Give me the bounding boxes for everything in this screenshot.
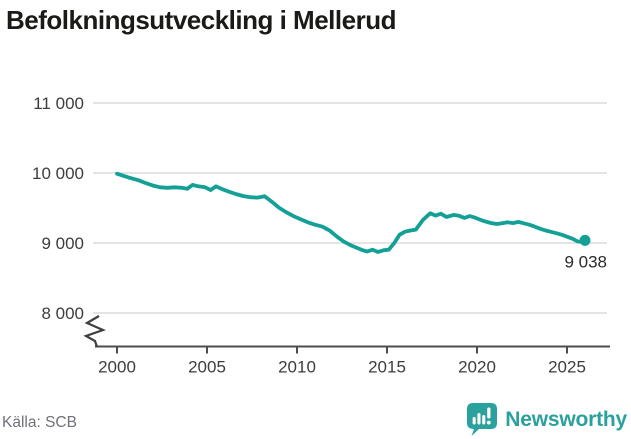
chart-title: Befolkningsutveckling i Mellerud [6,5,396,35]
x-axis-tick-label: 2010 [278,358,316,377]
x-axis-tick-label: 2000 [98,358,136,377]
y-axis-tick-label: 11 000 [33,94,84,113]
end-value-label: 9 038 [564,252,607,271]
source-label: Källa: SCB [2,414,77,431]
y-axis-tick-label: 10 000 [32,164,84,183]
y-axis-tick-label: 9 000 [41,234,84,253]
axis-break-icon [83,315,106,348]
newsworthy-logo-icon [467,403,498,436]
x-axis-tick-label: 2020 [458,358,496,377]
y-axis-tick-label: 8 000 [41,304,84,323]
population-line-chart: 11 000 10 000 9 000 8 000 2000 2005 2010 2015 20… [32,94,610,377]
x-axis-tick-label: 2005 [188,358,226,377]
newsworthy-logo-text: Newsworthy [505,407,627,431]
x-axis-tick-label: 2015 [368,358,406,377]
population-line [115,171,587,254]
x-axis-tick-label: 2025 [548,358,586,377]
newsworthy-logo[interactable]: Newsworthy [467,403,627,436]
end-point-marker [579,234,591,246]
